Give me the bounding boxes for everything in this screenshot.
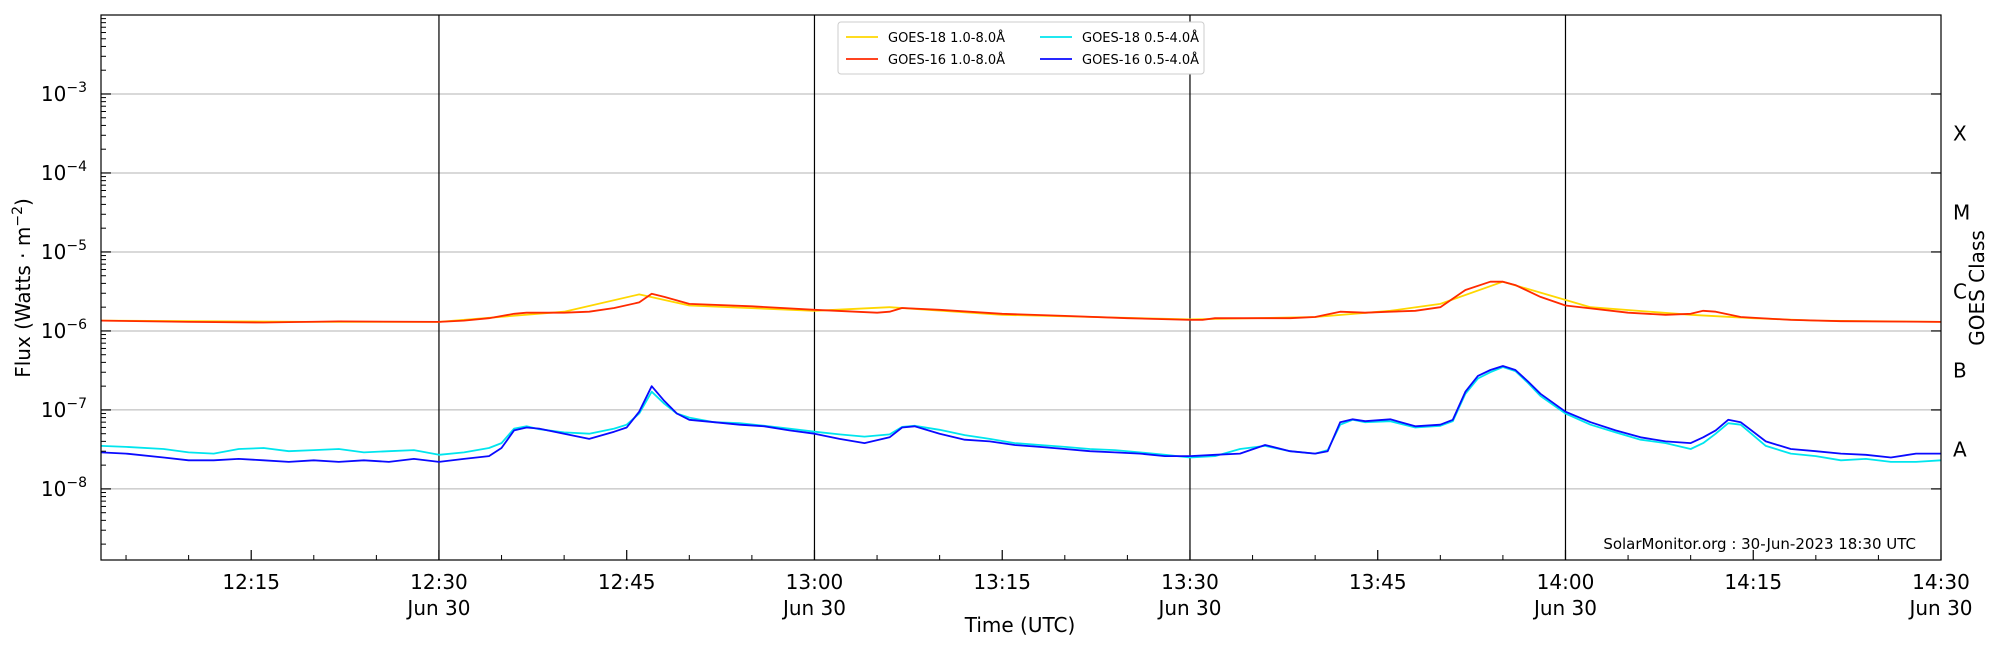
legend-box: [837, 21, 1205, 75]
goes-class-label: C: [1953, 279, 1967, 303]
x-tick-label: 13:45: [1349, 570, 1407, 594]
y-tick-label: 10−4: [41, 159, 87, 185]
y-tick-exponent: −4: [66, 159, 87, 175]
legend-label: GOES-16 1.0-8.0Å: [888, 52, 1005, 68]
legend-label: GOES-18 1.0-8.0Å: [888, 30, 1005, 46]
y-tick-label: 10−6: [41, 317, 87, 343]
x-tick-label: 14:30: [1912, 570, 1970, 594]
axis-ticks: [101, 18, 1942, 560]
y-axis-title: Flux (Watts · m−2): [10, 198, 35, 378]
goes-class-label: M: [1953, 200, 1970, 224]
y-tick-label: 10−5: [41, 238, 87, 264]
series-line: [100, 280, 1942, 323]
x-tick-label: 13:15: [973, 570, 1031, 594]
x-tick-label: 13:30: [1161, 570, 1219, 594]
x-tick-label: 13:00: [786, 570, 844, 594]
y-tick-label: 10−7: [41, 396, 87, 422]
y-tick-exponent: −5: [66, 238, 87, 254]
y-tick-exponent: −6: [66, 317, 87, 333]
x-tick-date: Jun 30: [1907, 596, 1972, 620]
data-series: [100, 280, 1942, 463]
x-tick-label: 12:30: [410, 570, 468, 594]
y-tick-base: 10: [41, 161, 66, 185]
y-tick-base: 10: [41, 477, 66, 501]
legend-label: GOES-18 0.5-4.0Å: [1082, 30, 1199, 46]
series-line: [100, 365, 1941, 463]
x-tick-label: 12:15: [222, 570, 280, 594]
series-line: [100, 366, 1942, 463]
y-tick-label: 10−3: [41, 80, 87, 106]
plot-frame: [100, 14, 1942, 561]
credit-text: SolarMonitor.org : 30-Jun-2023 18:30 UTC: [1603, 535, 1916, 553]
goes-class-label: A: [1953, 437, 1967, 461]
y-axis-title-exponent: −2: [10, 206, 26, 227]
x-tick-label: 14:00: [1537, 570, 1595, 594]
y-tick-exponent: −7: [66, 396, 87, 412]
y-tick-label: 10−8: [41, 475, 87, 501]
grid-lines: [101, 93, 1941, 490]
x-tick-date: Jun 30: [781, 596, 846, 620]
legend: GOES-18 1.0-8.0Å GOES-16 1.0-8.0Å GOES-18 …: [837, 21, 1205, 75]
x-tick-date: Jun 30: [405, 596, 470, 620]
goes-class-label: B: [1953, 358, 1967, 382]
series-line: [100, 280, 1942, 324]
x-axis-title: Time (UTC): [964, 613, 1076, 637]
x-tick-label: 12:45: [598, 570, 656, 594]
y-axis-title-base: Flux (Watts · m: [11, 227, 35, 378]
y-tick-exponent: −3: [66, 80, 87, 96]
x-tick-date: Jun 30: [1156, 596, 1221, 620]
y-tick-base: 10: [41, 240, 66, 264]
y-tick-base: 10: [41, 398, 66, 422]
day-marker-lines: [438, 15, 1567, 560]
x-tick-label: 14:15: [1724, 570, 1782, 594]
y-tick-base: 10: [41, 82, 66, 106]
y-axis-title-end: ): [11, 198, 35, 206]
legend-label: GOES-16 0.5-4.0Å: [1082, 52, 1199, 68]
x-tick-date: Jun 30: [1532, 596, 1597, 620]
y-tick-base: 10: [41, 319, 66, 343]
goes-class-axis-title: GOES Class: [1965, 230, 1989, 346]
y-tick-exponent: −8: [66, 475, 87, 491]
goes-class-label: X: [1953, 121, 1967, 145]
